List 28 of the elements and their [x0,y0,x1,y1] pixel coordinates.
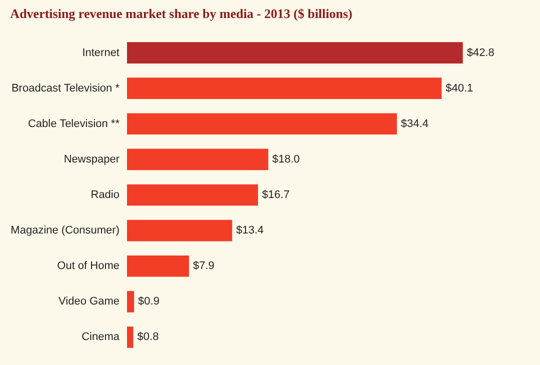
bar [127,78,442,99]
data-label: $40.1 [446,82,474,94]
y-tick-label: Video Game [58,296,120,308]
bar [127,113,397,135]
bar [127,220,232,242]
data-label: $18.0 [272,153,300,166]
data-label: $0.9 [138,296,160,308]
y-tick-label: Cinema [82,331,120,344]
data-label: $0.8 [137,331,159,344]
bar [127,326,134,348]
y-tick-label: Newspaper [64,153,120,166]
data-label: $34.4 [400,118,428,130]
bar [127,42,463,64]
chart-title: Advertising revenue market share by media - 2013 ($ billions) [10,6,352,21]
data-label: $7.9 [192,260,214,272]
data-label: $16.7 [262,189,290,201]
bar [127,148,268,170]
y-tick-label: Broadcast Television * [11,82,120,94]
data-label: $13.4 [236,224,264,237]
y-tick-label: Internet [82,46,120,59]
bar [127,184,258,206]
y-tick-label: Radio [90,189,120,201]
bar [127,291,134,312]
data-label: $42.8 [466,46,494,59]
y-tick-label: Out of Home [57,260,120,272]
y-tick-label: Magazine (Consumer) [10,224,120,237]
y-tick-label: Cable Television ** [28,118,120,130]
bar [127,255,189,277]
